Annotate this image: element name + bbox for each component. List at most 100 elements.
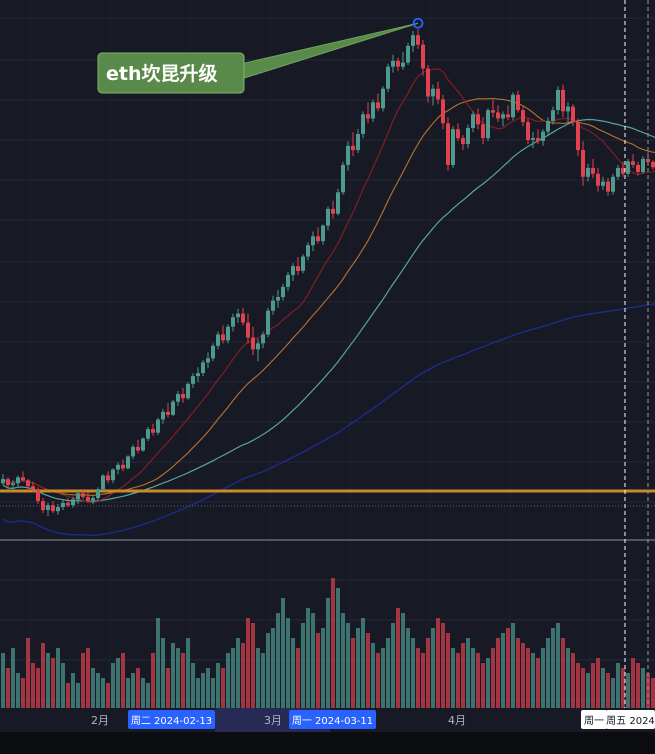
candle-body[interactable]	[136, 446, 140, 451]
time-cursor-badge[interactable]	[289, 710, 376, 729]
candle-body[interactable]	[366, 114, 370, 119]
candle-body[interactable]	[521, 110, 525, 123]
candle-body[interactable]	[11, 483, 15, 485]
candle-body[interactable]	[51, 505, 55, 512]
candle-body[interactable]	[21, 477, 25, 481]
candle-body[interactable]	[191, 376, 195, 384]
candle-body[interactable]	[451, 129, 455, 165]
candle-body[interactable]	[386, 66, 390, 89]
candle-body[interactable]	[501, 114, 505, 119]
candle-body[interactable]	[361, 114, 365, 134]
candle-body[interactable]	[271, 300, 275, 311]
candle-body[interactable]	[151, 429, 155, 433]
candle-body[interactable]	[171, 401, 175, 415]
candle-body[interactable]	[196, 373, 200, 377]
candle-body[interactable]	[241, 313, 245, 323]
candle-body[interactable]	[176, 394, 180, 402]
candle-body[interactable]	[516, 94, 520, 111]
candle-body[interactable]	[286, 275, 290, 287]
candle-body[interactable]	[416, 35, 420, 45]
candle-body[interactable]	[261, 334, 265, 344]
candle-body[interactable]	[316, 236, 320, 242]
candle-body[interactable]	[561, 89, 565, 112]
candle-body[interactable]	[231, 317, 235, 327]
candle-body[interactable]	[381, 88, 385, 109]
candle-body[interactable]	[56, 507, 60, 512]
candle-body[interactable]	[296, 266, 300, 271]
candle-body[interactable]	[566, 106, 570, 112]
candle-body[interactable]	[371, 102, 375, 119]
candle-body[interactable]	[16, 477, 20, 484]
candle-body[interactable]	[421, 44, 425, 69]
candle-body[interactable]	[396, 60, 400, 67]
candle-body[interactable]	[476, 114, 480, 125]
candle-body[interactable]	[376, 102, 380, 109]
candle-body[interactable]	[141, 438, 145, 451]
candle-body[interactable]	[406, 45, 410, 63]
candle-body[interactable]	[236, 313, 240, 318]
candle-body[interactable]	[146, 429, 150, 439]
candle-body[interactable]	[531, 138, 535, 140]
candle-body[interactable]	[601, 181, 605, 186]
candle-body[interactable]	[411, 35, 415, 46]
candle-body[interactable]	[606, 181, 610, 192]
candle-body[interactable]	[166, 411, 170, 415]
candle-body[interactable]	[511, 94, 515, 118]
candle-body[interactable]	[526, 122, 530, 140]
candle-body[interactable]	[1, 479, 5, 484]
candle-body[interactable]	[326, 208, 330, 226]
candle-body[interactable]	[576, 122, 580, 151]
candle-body[interactable]	[321, 225, 325, 242]
candle-body[interactable]	[266, 310, 270, 335]
candle-body[interactable]	[536, 138, 540, 142]
candle-body[interactable]	[311, 236, 315, 246]
candle-body[interactable]	[436, 88, 440, 100]
candle-body[interactable]	[431, 88, 435, 97]
candle-body[interactable]	[401, 62, 405, 67]
candle-body[interactable]	[206, 358, 210, 363]
candle-body[interactable]	[626, 161, 630, 174]
candle-body[interactable]	[96, 489, 100, 499]
candle-body[interactable]	[71, 499, 75, 506]
candle-body[interactable]	[471, 114, 475, 128]
candle-body[interactable]	[466, 128, 470, 145]
candle-body[interactable]	[571, 106, 575, 123]
candle-body[interactable]	[496, 112, 500, 119]
candle-body[interactable]	[121, 464, 125, 469]
candle-body[interactable]	[181, 394, 185, 399]
candle-body[interactable]	[216, 334, 220, 346]
candle-body[interactable]	[301, 256, 305, 271]
candle-body[interactable]	[201, 362, 205, 374]
candle-body[interactable]	[26, 480, 30, 487]
candle-body[interactable]	[541, 131, 545, 142]
candle-body[interactable]	[101, 475, 105, 490]
candle-body[interactable]	[126, 456, 130, 469]
candle-body[interactable]	[461, 138, 465, 144]
candle-body[interactable]	[391, 60, 395, 67]
candle-body[interactable]	[346, 145, 350, 165]
candle-body[interactable]	[341, 164, 345, 193]
candle-body[interactable]	[551, 110, 555, 121]
candle-body[interactable]	[611, 176, 615, 192]
candle-body[interactable]	[481, 124, 485, 139]
candle-body[interactable]	[486, 110, 490, 139]
candle-body[interactable]	[221, 334, 225, 341]
candle-body[interactable]	[86, 496, 90, 501]
candle-body[interactable]	[6, 479, 10, 485]
candle-body[interactable]	[226, 326, 230, 341]
candle-body[interactable]	[131, 446, 135, 457]
candle-body[interactable]	[106, 475, 110, 481]
candle-body[interactable]	[306, 245, 310, 257]
candle-body[interactable]	[646, 158, 650, 162]
candle-body[interactable]	[631, 161, 635, 165]
candle-body[interactable]	[651, 161, 655, 168]
candle-body[interactable]	[76, 493, 80, 500]
candle-body[interactable]	[556, 89, 560, 111]
candle-body[interactable]	[446, 123, 450, 165]
candle-body[interactable]	[351, 145, 355, 151]
time-cursor-badge[interactable]	[128, 710, 215, 729]
candle-body[interactable]	[636, 164, 640, 172]
candle-body[interactable]	[91, 498, 95, 501]
